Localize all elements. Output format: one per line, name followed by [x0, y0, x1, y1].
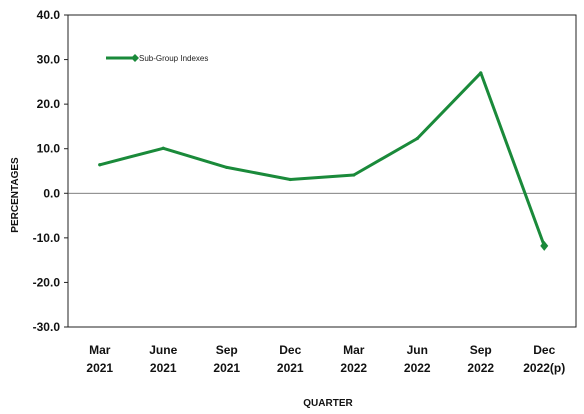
- y-tick-label: 40.0: [37, 8, 61, 22]
- x-axis-label: QUARTER: [303, 398, 353, 409]
- series-group: [98, 71, 549, 251]
- x-tick-label: 2021: [213, 361, 240, 375]
- x-tick-label: Dec: [533, 343, 555, 357]
- y-axis-label: PERCENTAGES: [10, 157, 21, 233]
- y-tick-label: 0.0: [43, 186, 60, 200]
- data-point: [225, 165, 229, 170]
- x-tick-label: Sep: [470, 343, 492, 357]
- x-tick-label: 2022: [340, 361, 367, 375]
- x-tick-label: Sep: [216, 343, 238, 357]
- plot-area: [67, 14, 577, 328]
- y-tick-label: -10.0: [33, 231, 61, 245]
- end-marker: [540, 240, 549, 251]
- series-line: [98, 71, 546, 248]
- legend-label: Sub-Group Indexes: [139, 54, 208, 63]
- x-tick-label: 2021: [150, 361, 177, 375]
- data-point: [352, 173, 356, 177]
- data-point: [161, 146, 165, 150]
- y-tick-label: 10.0: [37, 142, 61, 156]
- x-tick-label: Mar: [89, 343, 111, 357]
- y-tick-label: -30.0: [33, 320, 61, 334]
- x-axis-ticks: Mar 2021 June 2021 Sep 2021 Dec 2021 Mar 2022 Jun 2…: [86, 343, 565, 375]
- legend-marker: [131, 54, 139, 62]
- x-tick-label: Mar: [343, 343, 365, 357]
- data-point: [98, 163, 102, 167]
- x-tick-label: 2021: [277, 361, 304, 375]
- x-tick-label: Jun: [407, 343, 428, 357]
- y-tick-label: 30.0: [37, 53, 61, 67]
- x-tick-label: Dec: [279, 343, 301, 357]
- x-tick-label: 2022: [467, 361, 494, 375]
- x-tick-label: 2022: [404, 361, 431, 375]
- x-tick-label: June: [149, 343, 177, 357]
- legend: Sub-Group Indexes: [106, 54, 208, 63]
- data-point: [479, 71, 483, 75]
- data-point: [288, 177, 292, 182]
- data-point: [415, 136, 419, 141]
- x-tick-label: 2022(p): [523, 361, 565, 375]
- y-axis-ticks: 40.0 30.0 20.0 10.0 0.0 -10.0 -20.0 -30.0: [33, 8, 68, 334]
- x-tick-label: 2021: [86, 361, 113, 375]
- y-tick-label: 20.0: [37, 97, 61, 111]
- y-tick-label: -20.0: [33, 275, 61, 289]
